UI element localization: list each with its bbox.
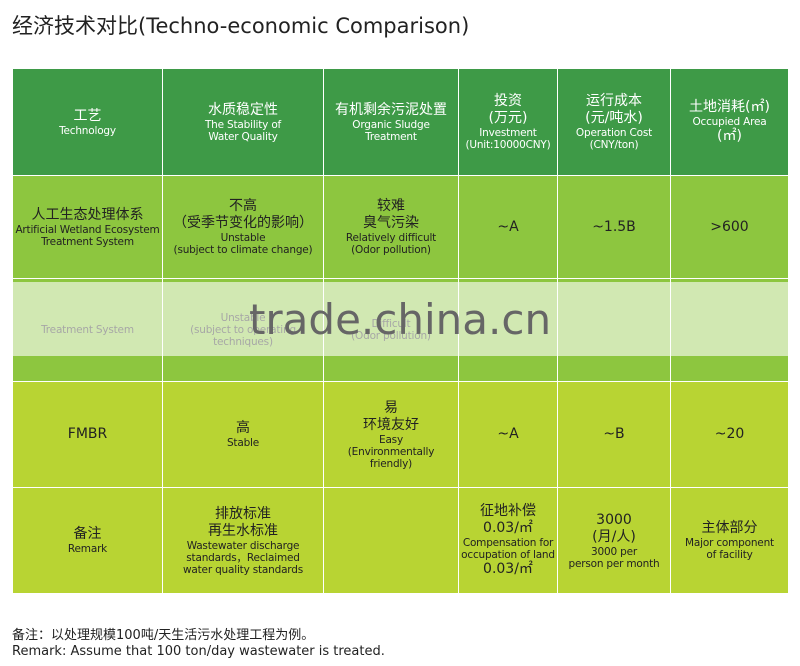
- cell-line: Relatively difficult: [345, 232, 437, 244]
- cell-line: (元/吨水): [585, 110, 643, 126]
- cell-line: 水质稳定性: [208, 101, 278, 118]
- cell-line: 臭气污染: [363, 215, 419, 231]
- watermark: trade.china.cn: [0, 282, 800, 356]
- cell-line: Easy: [379, 433, 403, 446]
- cell-line: person per month: [568, 557, 660, 570]
- cell-line: Artificial Wetland Ecosystem: [15, 223, 160, 236]
- table-row: 备注 Remark 排放标准 再生水标准 Wastewater discharge sta…: [12, 487, 789, 594]
- cell-line: Remark: [67, 543, 108, 555]
- table-cell: FMBR: [12, 381, 163, 488]
- cell-line: FMBR: [67, 426, 108, 442]
- cell-line: Treatment: [365, 130, 417, 143]
- cell-line: 3000: [596, 511, 632, 528]
- cell-line: (subject to climate change): [173, 244, 313, 256]
- table-row: 人工生态处理体系 Artificial Wetland Ecosystem Trea…: [12, 175, 789, 279]
- cell-line: 工艺: [73, 107, 102, 124]
- cell-line: standards，Reclaimed: [186, 551, 300, 564]
- cell-line: 运行成本: [586, 93, 642, 109]
- table-cell: ~B: [557, 381, 671, 488]
- cell-line: Organic Sludge: [352, 118, 430, 131]
- cell-line: 征地补偿: [480, 503, 536, 519]
- cell-line: 高: [236, 420, 250, 436]
- cell-line: >600: [710, 218, 749, 235]
- table-cell: 征地补偿 0.03/㎡ Compensation for occupation of …: [458, 487, 558, 594]
- table-cell: [323, 487, 459, 594]
- table-cell: 较难 臭气污染 Relatively difficult (Odor pollutio…: [323, 175, 459, 279]
- cell-line: 3000 per: [591, 545, 637, 558]
- cell-line: Compensation for: [462, 537, 554, 549]
- cell-line: 较难: [377, 198, 405, 214]
- cell-line: 0.03/㎡: [483, 561, 533, 577]
- cell-line: ~A: [497, 218, 519, 235]
- title: 经济技术对比(Techno-economic Comparison): [12, 14, 470, 38]
- cell-line: ~20: [714, 426, 745, 442]
- cell-line: (万元): [488, 110, 528, 126]
- note: Remark: Assume that 100 ton/day wastewat…: [12, 644, 385, 659]
- cell-line: Investment: [479, 127, 537, 139]
- table-cell: ~A: [458, 175, 558, 279]
- cell-line: 环境友好: [363, 416, 419, 433]
- cell-line: water quality standards: [183, 563, 303, 576]
- table-cell: >600: [670, 175, 789, 279]
- table-cell: 有机剩余污泥处置 Organic Sludge Treatment: [323, 68, 459, 176]
- table-cell: 土地消耗(㎡) Occupied Area (㎡): [670, 68, 789, 176]
- table-cell: 工艺 Technology: [12, 68, 163, 176]
- table-cell: 不高 （受季节变化的影响） Unstable (subject to climate …: [162, 175, 324, 279]
- cell-line: (CNY/ton): [589, 139, 639, 151]
- cell-line: 土地消耗(㎡): [689, 99, 770, 115]
- cell-line: Treatment System: [41, 235, 134, 248]
- cell-line: (Environmentally friendly): [347, 445, 435, 470]
- cell-line: 不高: [229, 198, 257, 214]
- cell-line: Technology: [59, 124, 116, 137]
- cell-line: （受季节变化的影响）: [173, 215, 313, 231]
- cell-line: 主体部分: [701, 520, 758, 536]
- cell-line: 排放标准: [215, 505, 271, 522]
- note: 备注：以处理规模100吨/天生活污水处理工程为例。: [12, 628, 315, 643]
- cell-line: Wastewater discharge: [186, 539, 300, 552]
- cell-line: 有机剩余污泥处置: [335, 101, 447, 118]
- cell-line: Unstable: [220, 232, 266, 244]
- cell-line: ~B: [603, 426, 625, 442]
- table-cell: 运行成本 (元/吨水) Operation Cost (CNY/ton): [557, 68, 671, 176]
- cell-line: occupation of land: [461, 549, 555, 561]
- cell-line: of facility: [706, 549, 753, 561]
- cell-line: Operation Cost: [575, 127, 653, 139]
- cell-line: 0.03/㎡: [483, 520, 533, 536]
- table-cell: 排放标准 再生水标准 Wastewater discharge standards，R…: [162, 487, 324, 594]
- table-cell: 主体部分 Major component of facility: [670, 487, 789, 594]
- table-cell: 3000 (月/人) 3000 per person per month: [557, 487, 671, 594]
- table-row: 工艺 Technology 水质稳定性 The Stability of Water Q…: [12, 68, 789, 176]
- cell-line: ~1.5B: [592, 218, 636, 235]
- cell-line: 再生水标准: [208, 522, 278, 539]
- table-cell: 备注 Remark: [12, 487, 163, 594]
- table-cell: 人工生态处理体系 Artificial Wetland Ecosystem Trea…: [12, 175, 163, 279]
- table-cell: 高 Stable: [162, 381, 324, 488]
- cell-line: Occupied Area: [692, 116, 767, 128]
- cell-line: (Odor pollution): [351, 244, 431, 256]
- cell-line: 备注: [73, 526, 102, 542]
- cell-line: Stable: [226, 437, 260, 449]
- cell-line: ~A: [497, 426, 519, 442]
- cell-line: The Stability of: [204, 118, 282, 131]
- cell-line: (㎡): [717, 128, 742, 144]
- cell-line: 易: [384, 399, 398, 416]
- cell-line: Major component: [685, 537, 774, 549]
- cell-line: 投资: [494, 93, 522, 109]
- table-cell: ~20: [670, 381, 789, 488]
- cell-line: (Unit:10000CNY): [465, 139, 551, 151]
- table-cell: ~1.5B: [557, 175, 671, 279]
- table-cell: 易环境友好 Easy (Environmentally friendly): [323, 381, 459, 488]
- table-row: FMBR 高 Stable 易环境友好 Easy (Environmentally fri…: [12, 381, 789, 488]
- cell-line: 人工生态处理体系: [31, 206, 144, 223]
- table-cell: 投资 (万元) Investment (Unit:10000CNY): [458, 68, 558, 176]
- table-cell: 水质稳定性 The Stability of Water Quality: [162, 68, 324, 176]
- table-cell: ~A: [458, 381, 558, 488]
- cell-line: (月/人): [592, 528, 636, 545]
- cell-line: Water Quality: [208, 130, 278, 143]
